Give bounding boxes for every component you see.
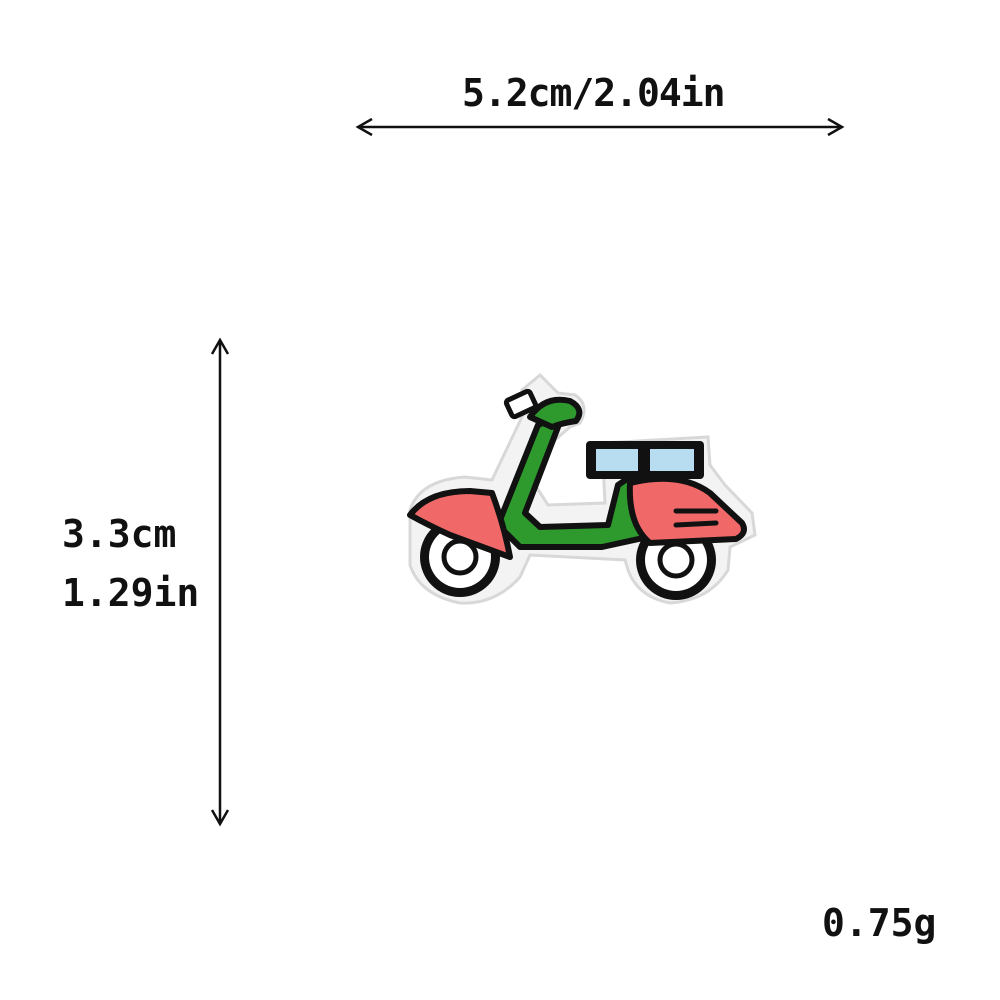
height-label-cm: 3.3cm	[62, 512, 177, 556]
front-cover	[626, 475, 747, 546]
height-label-in: 1.29in	[62, 571, 200, 615]
scooter-icon	[407, 372, 757, 605]
scooter-body	[495, 388, 653, 550]
width-arrow	[355, 117, 845, 137]
front-wheel	[636, 520, 716, 600]
width-label: 5.2cm/2.04in	[462, 71, 726, 115]
seat	[586, 441, 704, 479]
weight-label: 0.75g	[822, 901, 937, 945]
height-arrow	[210, 337, 230, 827]
rear-fender	[407, 488, 513, 560]
